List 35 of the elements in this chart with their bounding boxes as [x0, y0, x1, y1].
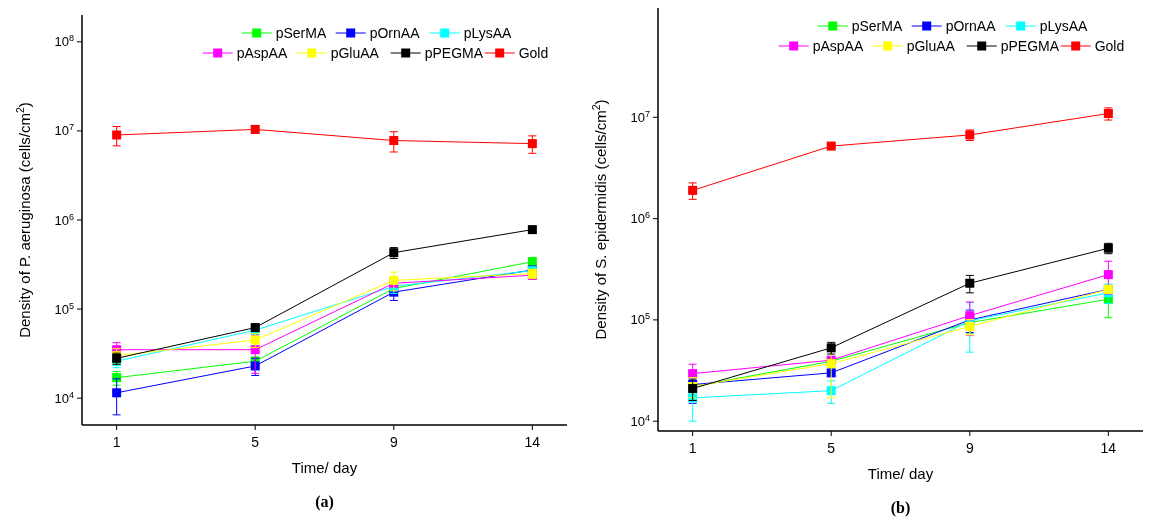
x-tick-label: 5: [251, 434, 260, 450]
text: (b): [890, 499, 911, 517]
y-tick-label: 10$^{6}$: [630, 210, 650, 227]
y-tick-label: 10$^{4}$: [54, 389, 74, 406]
y-tick-label: 10$^{8}$: [54, 33, 74, 50]
legend-label: pSerMA: [275, 24, 327, 41]
y-tick-label: 10$^{7}$: [630, 108, 650, 125]
legend-label: pOrnAA: [945, 17, 997, 34]
x-tick-label: 1: [112, 434, 121, 450]
x-tick-label: 5: [827, 440, 836, 456]
x-axis-title: Time/ day: [291, 459, 358, 476]
text: (a): [315, 493, 334, 511]
legend-label: pGluAA: [906, 37, 956, 54]
y-tick-label: 10$^{5}$: [630, 311, 650, 328]
legend-label: Gold: [518, 44, 549, 61]
x-tick-label: 9: [965, 440, 974, 456]
y-tick-label: 10$^{5}$: [54, 300, 74, 317]
x-tick-label: 14: [524, 434, 541, 450]
legend-label: pAspAA: [236, 44, 288, 61]
y-tick-label: 10$^{7}$: [54, 122, 74, 139]
x-axis-title: Time/ day: [867, 465, 934, 482]
y-tick-label: 10$^{4}$: [630, 412, 650, 429]
legend-label: pPEGMA: [1000, 37, 1060, 54]
legend-label: pGluAA: [330, 44, 380, 61]
legend-label: pLysAA: [463, 24, 513, 41]
y-tick-label: 10$^{6}$: [54, 211, 74, 228]
legend-label: Gold: [1094, 37, 1125, 54]
x-tick-label: 14: [1100, 440, 1117, 456]
legend-label: pSerMA: [851, 17, 903, 34]
legend-label: pPEGMA: [424, 44, 484, 61]
legend-label: pOrnAA: [369, 24, 421, 41]
x-tick-label: 9: [389, 434, 398, 450]
legend-label: pLysAA: [1039, 17, 1089, 34]
legend-label: pAspAA: [812, 37, 864, 54]
x-tick-label: 1: [688, 440, 697, 456]
